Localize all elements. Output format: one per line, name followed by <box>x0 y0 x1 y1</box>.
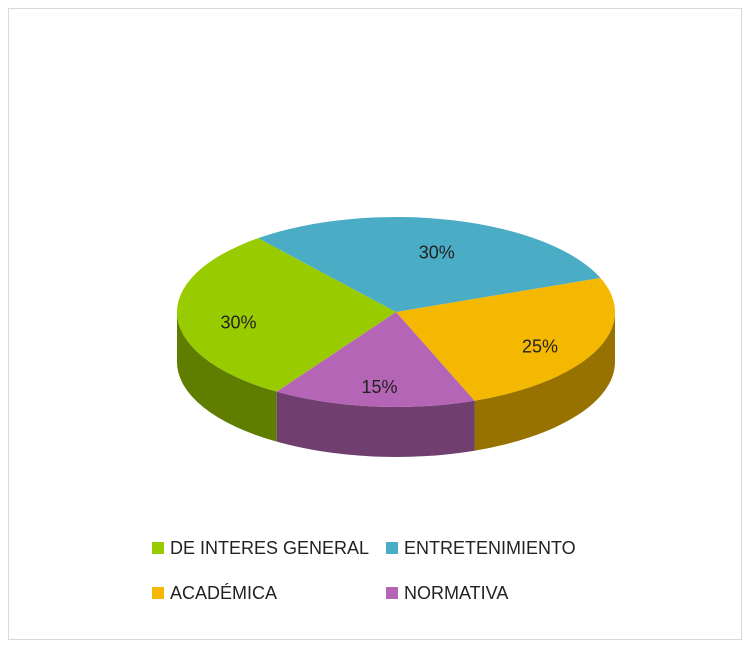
data-label: 25% <box>522 337 558 357</box>
data-label: 30% <box>419 243 455 263</box>
data-label: 15% <box>362 377 398 397</box>
pie-slice-side <box>177 312 277 442</box>
legend-swatch <box>386 587 398 599</box>
pie-slice-side <box>474 312 615 451</box>
legend-label: ENTRETENIMIENTO <box>404 538 576 558</box>
data-label: 30% <box>221 312 257 332</box>
legend-label: ACADÉMICA <box>170 583 277 603</box>
pie-slice <box>396 277 615 401</box>
legend-label: DE INTERES GENERAL <box>170 538 369 558</box>
legend-label: NORMATIVA <box>404 583 508 603</box>
pie-slice <box>258 217 601 312</box>
pie-slice <box>176 238 396 392</box>
pie-slice <box>276 312 475 407</box>
pie-slice-side <box>276 391 475 458</box>
legend-swatch <box>152 587 164 599</box>
legend-swatch <box>386 542 398 554</box>
legend-swatch <box>152 542 164 554</box>
